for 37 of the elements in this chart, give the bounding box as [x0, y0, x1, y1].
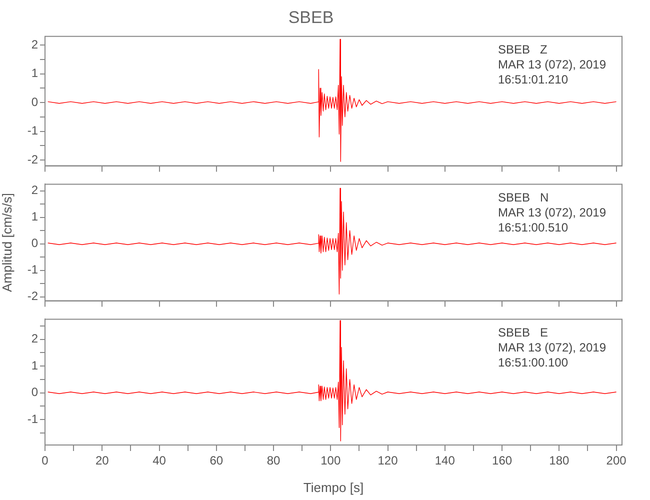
x-tick-label: 60	[210, 454, 224, 468]
y-tick-label: -1	[27, 412, 38, 426]
x-axis-title: Tiempo [s]	[303, 480, 364, 495]
y-tick-label: 2	[31, 183, 38, 198]
annotation: MAR 13 (072), 2019	[498, 340, 606, 355]
y-tick-label: 0	[31, 385, 38, 400]
annotation: MAR 13 (072), 2019	[498, 206, 606, 220]
x-tick-label: 120	[378, 454, 398, 468]
y-tick-label: -2	[27, 289, 38, 304]
x-tick-label: 20	[95, 454, 110, 468]
annotation: SBEB Z	[498, 42, 548, 57]
annotation: 16:51:01.210	[498, 72, 568, 87]
y-tick-label: 0	[31, 236, 38, 250]
y-tick-label: -1	[27, 262, 38, 277]
y-tick-label: 1	[31, 210, 38, 224]
annotation: SBEB E	[498, 326, 548, 340]
x-tick-label: 80	[266, 454, 281, 468]
x-tick-label: 40	[152, 454, 166, 468]
y-tick-label: 1	[31, 66, 38, 80]
y-tick-label: -2	[27, 152, 38, 166]
annotation: 16:51:00.100	[498, 356, 568, 370]
x-tick-label: 100	[320, 454, 341, 468]
x-tick-label: 180	[549, 454, 570, 468]
y-tick-label: -1	[27, 124, 38, 138]
annotation: 16:51:00.510	[498, 220, 568, 235]
x-tick-label: 160	[492, 454, 512, 468]
annotation: MAR 13 (072), 2019	[498, 58, 606, 72]
chart-title: SBEB	[288, 8, 334, 27]
y-tick-label: 2	[31, 332, 38, 346]
x-tick-label: 200	[606, 454, 627, 468]
y-tick-label: 0	[31, 94, 38, 109]
x-tick-label: 0	[42, 454, 49, 468]
y-axis-title: Amplitud [cm/s/s]	[0, 193, 14, 292]
y-tick-label: 1	[31, 358, 38, 372]
x-tick-label: 140	[434, 454, 456, 468]
annotation: SBEB N	[498, 190, 549, 205]
y-tick-label: 2	[31, 37, 38, 52]
